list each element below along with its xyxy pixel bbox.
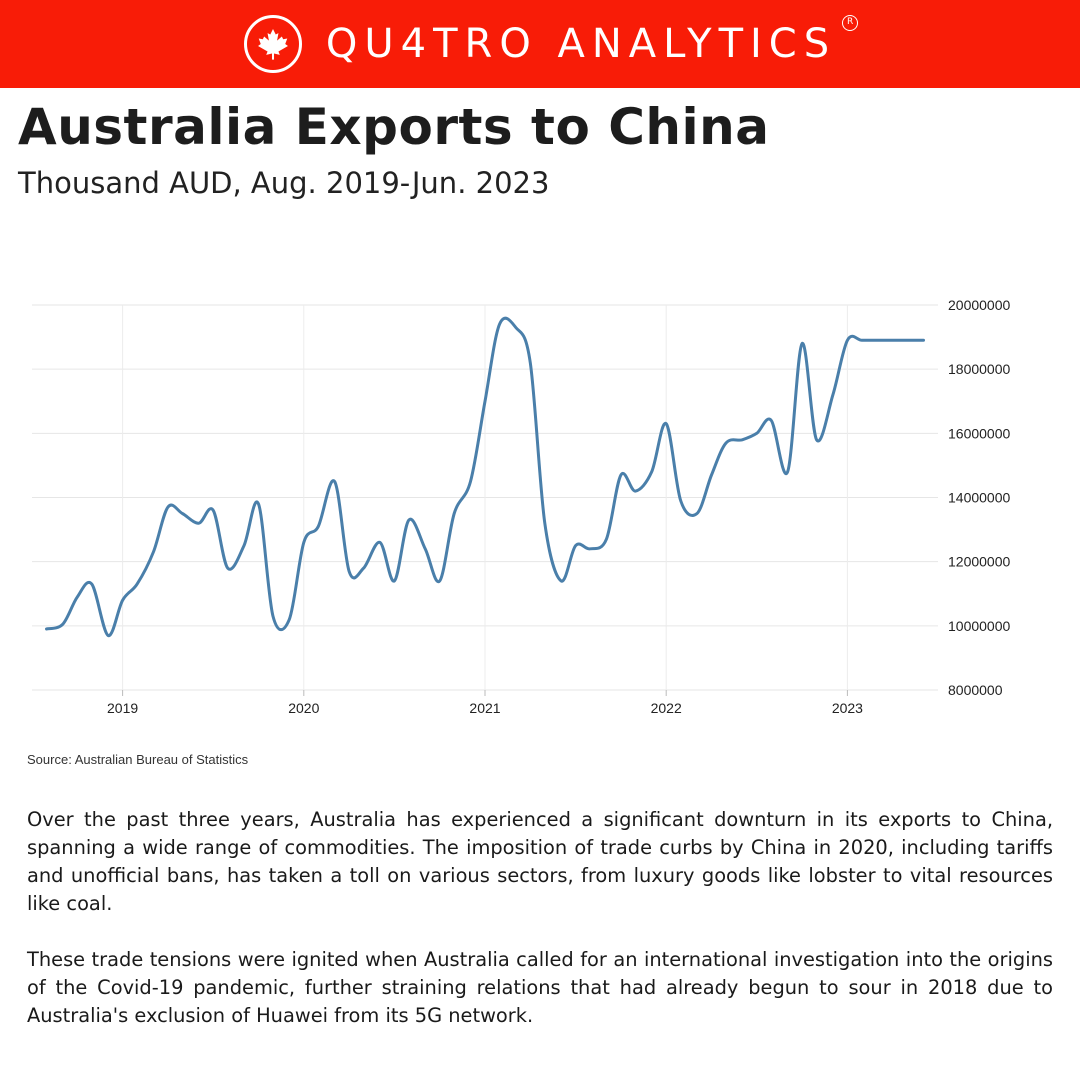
y-tick-label: 8000000: [948, 682, 1003, 698]
x-tick-label: 2019: [107, 700, 138, 716]
page-title: Australia Exports to China: [18, 98, 770, 156]
brand-name: QU4TRO ANALYTICS R: [325, 15, 859, 67]
y-tick-label: 14000000: [948, 490, 1011, 506]
y-tick-label: 12000000: [948, 554, 1011, 570]
x-tick-label: 2020: [288, 700, 319, 716]
grid-layer: [32, 304, 938, 696]
paragraph-1: Over the past three years, Australia has…: [27, 808, 1053, 915]
page-subtitle: Thousand AUD, Aug. 2019-Jun. 2023: [18, 166, 550, 200]
series-line: [45, 316, 925, 638]
y-tick-label: 20000000: [948, 297, 1011, 313]
line-chart: 8000000 10000000 12000000 14000000 16000000 1…: [32, 297, 1011, 716]
y-tick-label: 10000000: [948, 618, 1011, 634]
x-tick-label: 2022: [651, 700, 682, 716]
x-tick-label: 2023: [832, 700, 863, 716]
line-layer: [45, 316, 925, 638]
source-note: Source: Australian Bureau of Statistics: [27, 752, 249, 767]
y-tick-label: 16000000: [948, 425, 1011, 441]
tick-layer: 8000000 10000000 12000000 14000000 16000000 1…: [107, 297, 1010, 716]
y-tick-label: 18000000: [948, 361, 1011, 377]
brand-text: QU4TRO ANALYTICS: [325, 21, 837, 67]
registered-mark: R: [842, 15, 859, 31]
maple-leaf-icon: [243, 15, 302, 73]
x-tick-label: 2021: [469, 700, 500, 716]
paragraph-2: These trade tensions were ignited when A…: [27, 948, 1053, 1027]
header-banner: QU4TRO ANALYTICS R: [0, 0, 1080, 88]
